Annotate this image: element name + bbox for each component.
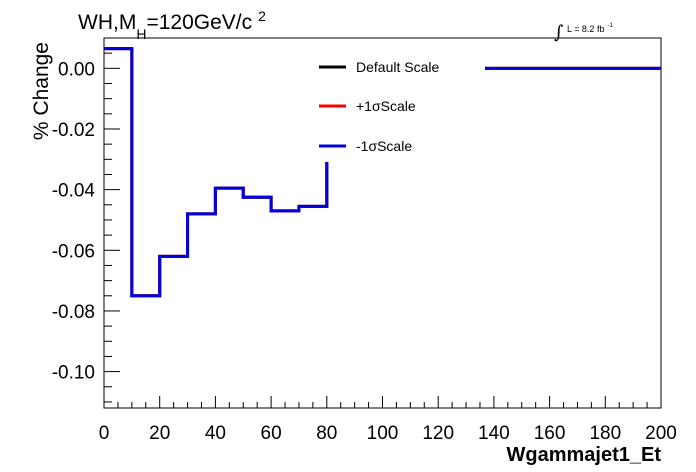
x-tick-label: 80 [316, 423, 337, 444]
y-tick-label: 0.00 [58, 59, 95, 80]
x-tick-label: 200 [645, 423, 677, 444]
legend-label-default-scale: Default Scale [356, 59, 439, 75]
lumi-integral: ∫ [554, 22, 564, 43]
y-tick-label: -0.02 [52, 120, 95, 141]
series-lines [104, 47, 661, 298]
legend: Default Scale +1σScale -1σScale [310, 52, 485, 162]
series-line-1-scale [104, 47, 661, 298]
x-tick-label: 120 [422, 423, 454, 444]
plot-title-subscript: H [136, 26, 146, 42]
y-axis-tick-labels: 0.00 -0.02 -0.04 -0.06 -0.08 -0.10 [52, 59, 96, 383]
x-tick-label: 180 [589, 423, 621, 444]
plot-title-rest: =120GeV/c [146, 11, 252, 34]
x-axis-ticks [103, 396, 662, 408]
y-tick-label: -0.10 [52, 363, 95, 384]
plot-title: WH,MH=120GeV/c 2 [78, 8, 266, 42]
plot-title-superscript: 2 [258, 8, 266, 24]
x-tick-label: 140 [478, 423, 510, 444]
y-axis-ticks [104, 37, 120, 403]
x-tick-label: 40 [205, 423, 226, 444]
x-tick-label: 0 [99, 423, 110, 444]
legend-label-plus-1sigma: +1σScale [356, 98, 416, 114]
x-tick-label: 20 [149, 423, 170, 444]
lumi-sup: -1 [607, 23, 613, 29]
legend-label-minus-1sigma: -1σScale [356, 138, 412, 154]
x-tick-label: 160 [534, 423, 566, 444]
lumi-label: L = 8.2 fb -1 [567, 23, 613, 34]
x-axis-title: Wgammajet1_Et [507, 444, 662, 466]
y-tick-label: -0.08 [52, 302, 95, 323]
x-tick-label: 100 [367, 423, 399, 444]
x-tick-label: 60 [261, 423, 282, 444]
y-tick-label: -0.06 [52, 241, 95, 262]
lumi-text: L = 8.2 fb [567, 24, 604, 34]
y-tick-label: -0.04 [52, 181, 96, 202]
plot-title-main: WH,M [78, 11, 136, 34]
y-axis-title: % Change [30, 42, 53, 140]
x-axis-tick-labels: 0 20 40 60 80 100 120 140 160 180 200 [99, 423, 677, 444]
